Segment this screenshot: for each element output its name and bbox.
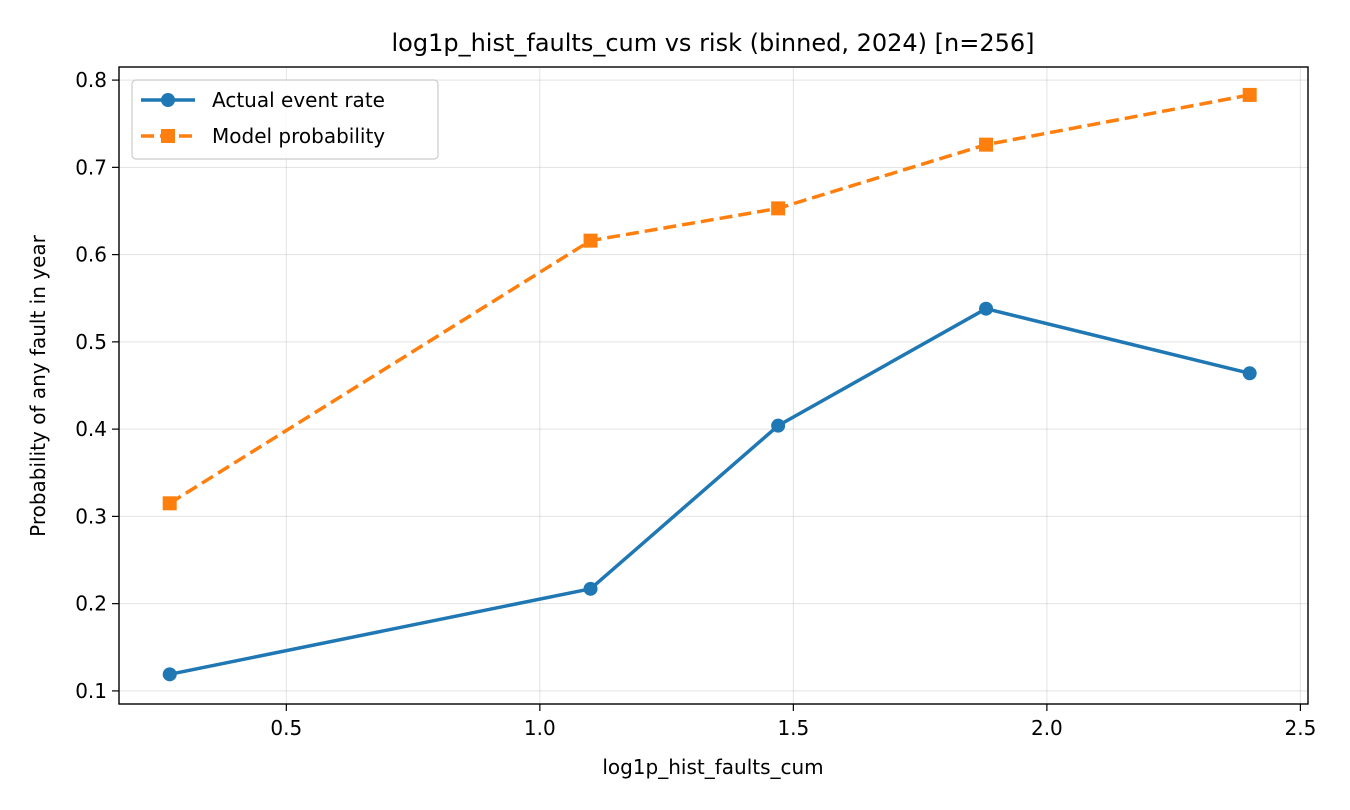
y-tick-label: 0.4 <box>75 417 107 441</box>
model-probability-point <box>162 496 177 511</box>
actual-event-rate-line <box>169 306 1251 677</box>
legend-box <box>131 79 439 160</box>
x-axis-label: log1p_hist_faults_cum <box>602 755 823 779</box>
actual-event-rate-point <box>1242 366 1257 381</box>
model-probability-point <box>583 233 598 248</box>
legend-label-model: Model probability <box>212 124 385 148</box>
y-tick-label: 0.6 <box>75 243 107 267</box>
y-tick-label: 0.2 <box>75 592 107 616</box>
chart-title: log1p_hist_faults_cum vs risk (binned, 2… <box>391 29 1034 57</box>
x-tick-label: 2.5 <box>1284 716 1316 740</box>
y-tick-label: 0.7 <box>75 155 107 179</box>
actual-event-rate-point <box>979 301 994 316</box>
x-tick-label: 0.5 <box>270 716 302 740</box>
actual-event-rate-point <box>162 667 177 682</box>
grid <box>119 67 1308 704</box>
axis-ticks: 0.5 1.0 1.5 2.0 2.5 0.1 0.2 0.3 0.4 0.5 0.6 0.7 0.8 <box>75 68 1316 740</box>
plot-series <box>162 87 1257 682</box>
legend: Actual event rate Model probability <box>131 79 439 160</box>
y-tick-label: 0.8 <box>75 68 107 92</box>
y-axis-label: Probability of any fault in year <box>26 234 50 537</box>
x-tick-label: 1.0 <box>524 716 556 740</box>
plot-frame <box>118 66 1309 705</box>
model-probability-point <box>979 137 994 152</box>
y-tick-label: 0.1 <box>75 679 107 703</box>
legend-marker-model <box>161 129 175 143</box>
y-tick-label: 0.3 <box>75 504 107 528</box>
actual-event-rate-point <box>771 418 786 433</box>
y-tick-label: 0.5 <box>75 330 107 354</box>
model-probability-point <box>771 201 786 216</box>
actual-event-rate-point <box>583 581 598 596</box>
x-tick-label: 2.0 <box>1031 716 1063 740</box>
x-tick-label: 1.5 <box>777 716 809 740</box>
legend-marker-actual <box>161 93 175 107</box>
model-probability-point <box>1242 87 1257 102</box>
legend-label-actual: Actual event rate <box>212 88 385 112</box>
